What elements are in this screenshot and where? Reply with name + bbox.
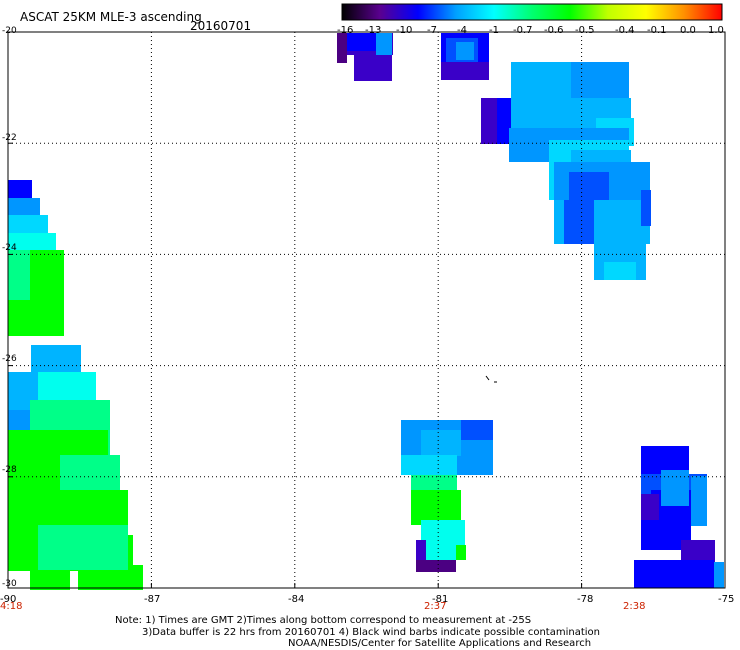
wind-cell — [426, 552, 456, 560]
wind-cell — [581, 70, 621, 100]
wind-cell — [691, 476, 707, 526]
data-swaths — [8, 33, 724, 590]
wind-cell — [714, 562, 724, 588]
wind-cell — [31, 345, 81, 375]
wind-cell — [354, 55, 392, 81]
colorbar-label: -13 — [365, 25, 382, 36]
lon-label: -78 — [577, 594, 594, 605]
wind-cell — [461, 420, 493, 440]
grid-lines — [8, 32, 725, 588]
wind-cell — [569, 172, 609, 202]
lat-label: -26 — [2, 354, 17, 364]
wind-cell — [8, 250, 30, 300]
lon-label: -90 — [0, 594, 17, 605]
wind-cell — [441, 62, 489, 80]
lat-label: -28 — [2, 465, 17, 475]
pass-time-label: 2:38 — [623, 601, 646, 612]
colorbar-label: -0.1 — [647, 25, 667, 36]
wind-cell — [604, 262, 636, 280]
wind-cell — [481, 98, 501, 144]
wind-barb — [485, 375, 497, 383]
wind-cell — [634, 560, 714, 588]
wind-cell — [30, 570, 70, 590]
lat-label: -30 — [2, 579, 17, 589]
lon-label: -81 — [432, 594, 449, 605]
wind-cell — [421, 430, 461, 456]
wind-cell — [416, 540, 426, 560]
wind-cell — [401, 455, 457, 475]
map-frame — [7, 31, 726, 589]
wind-cell — [416, 560, 456, 572]
colorbar-label: -0.6 — [544, 25, 564, 36]
colorbar-label: -0.5 — [575, 25, 595, 36]
wind-cell — [376, 33, 392, 55]
note-line: 3)Data buffer is 22 hrs from 20160701 4)… — [142, 627, 600, 638]
wind-cell — [641, 190, 651, 226]
wind-cell — [8, 180, 32, 200]
lon-label: -75 — [718, 594, 735, 605]
note-line: NOAA/NESDIS/Center for Satellite Applica… — [288, 638, 592, 649]
wind-cell — [8, 198, 40, 218]
colorbar-label: -16 — [337, 25, 354, 36]
axis-ticks — [7, 31, 726, 589]
lon-label: -84 — [288, 594, 305, 605]
lon-label: -87 — [144, 594, 161, 605]
colorbar-label: -10 — [396, 25, 413, 36]
wind-cell — [8, 215, 48, 235]
wind-cell — [456, 545, 466, 560]
wind-cell — [564, 200, 594, 244]
pass-time-label: 2:37 — [424, 601, 447, 612]
wind-cell — [8, 233, 56, 251]
wind-cell — [661, 470, 689, 506]
wind-cell — [60, 455, 120, 490]
colorbar — [341, 3, 723, 21]
wind-cell — [38, 525, 128, 570]
colorbar-label: -0.7 — [513, 25, 533, 36]
note-line: Note: 1) Times are GMT 2)Times along bot… — [115, 615, 532, 626]
pass-time-label: 4:18 — [0, 601, 23, 612]
lat-label: -22 — [2, 133, 17, 143]
wind-cell — [347, 33, 377, 51]
wind-cell — [511, 62, 571, 102]
chart-title: ASCAT 25KM MLE-3 ascending — [20, 10, 202, 24]
colorbar-label: -0.4 — [615, 25, 635, 36]
wind-cell — [456, 42, 474, 60]
colorbar-label: 1.0 — [708, 25, 724, 36]
colorbar-label: -7 — [427, 25, 437, 36]
lat-label: -20 — [2, 26, 17, 36]
wind-cell — [411, 490, 461, 525]
lat-label: -24 — [2, 243, 17, 253]
wind-cell — [681, 540, 715, 562]
wind-cell — [337, 33, 347, 63]
colorbar-label: -1 — [489, 25, 499, 36]
colorbar-label: 0.0 — [680, 25, 696, 36]
colorbar-label: -4 — [457, 25, 467, 36]
chart-date: 20160701 — [190, 19, 252, 33]
